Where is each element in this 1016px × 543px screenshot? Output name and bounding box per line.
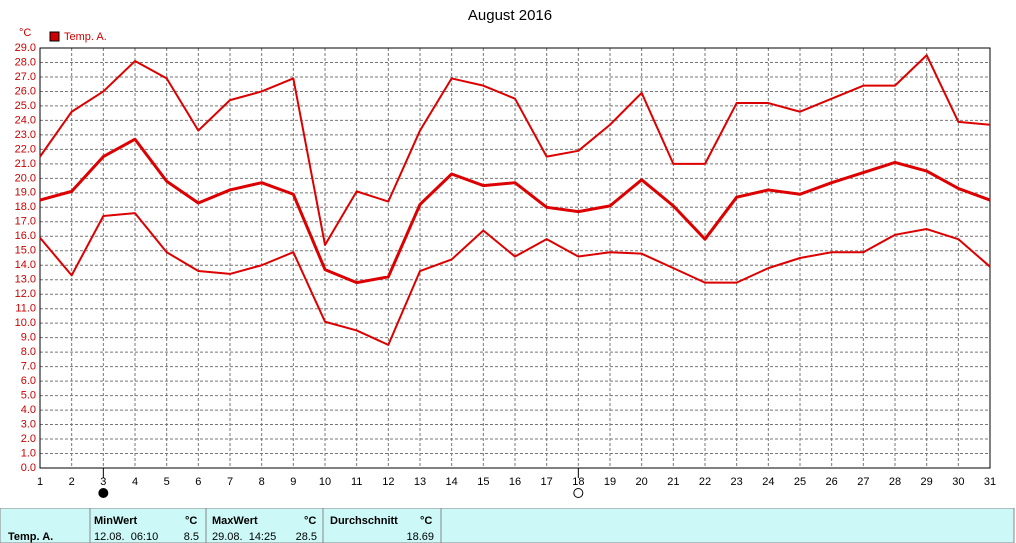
x-tick-label: 25	[794, 476, 806, 488]
y-tick-label: 0.0	[21, 462, 36, 474]
y-tick-label: 23.0	[15, 129, 36, 141]
y-tick-label: 9.0	[21, 332, 36, 344]
x-tick-label: 20	[636, 476, 648, 488]
header: Durchschnitt	[330, 515, 398, 527]
unit: °C	[304, 515, 316, 527]
x-tick-label: 4	[132, 476, 138, 488]
value: 18.69	[406, 531, 434, 543]
x-tick-label: 15	[477, 476, 489, 488]
y-tick-label: 11.0	[15, 303, 36, 315]
x-tick-label: 18	[572, 476, 584, 488]
table-bg	[0, 508, 1015, 543]
y-tick-label: 25.0	[15, 100, 36, 112]
x-tick-label: 11	[351, 476, 362, 488]
x-tick-label: 2	[69, 476, 75, 488]
y-tick-label: 2.0	[21, 433, 36, 445]
x-tick-label: 8	[259, 476, 265, 488]
x-tick-label: 21	[667, 476, 679, 488]
y-tick-label: 29.0	[15, 42, 36, 54]
y-tick-label: 13.0	[15, 274, 36, 286]
moon-marker	[98, 488, 109, 498]
unit: °C	[185, 515, 197, 527]
y-tick-label: 21.0	[15, 158, 36, 170]
x-tick-label: 31	[984, 476, 996, 488]
time: 12.08. 06:10	[94, 531, 158, 543]
y-tick-label: 7.0	[21, 361, 36, 373]
x-tick-label: 12	[382, 476, 394, 488]
row-label: Temp. A.	[8, 531, 53, 543]
x-tick-label: 24	[762, 476, 774, 488]
x-tick-label: 22	[699, 476, 711, 488]
x-tick-label: 29	[921, 476, 933, 488]
y-tick-label: 14.0	[15, 259, 36, 271]
y-tick-label: 16.0	[15, 230, 36, 242]
y-tick-label: 28.0	[15, 56, 36, 68]
x-tick-label: 23	[731, 476, 743, 488]
y-tick-label: 19.0	[15, 187, 36, 199]
plot-frame	[39, 47, 991, 469]
x-tick-label: 10	[319, 476, 331, 488]
y-tick-label: 5.0	[21, 389, 36, 401]
y-tick-label: 24.0	[15, 114, 36, 126]
series-line	[39, 212, 991, 346]
y-tick-label: 18.0	[15, 201, 36, 213]
y-tick-label: 15.0	[15, 245, 36, 257]
chart: August 2016 °C Temp. A. 0.0 1.0 2.0 3.0 4.0 5…	[15, 7, 996, 498]
unit: °C	[420, 515, 432, 527]
x-tick-label: 28	[889, 476, 901, 488]
value: 28.5	[296, 531, 317, 543]
x-tick-label: 27	[857, 476, 869, 488]
time: 29.08. 14:25	[212, 531, 276, 543]
legend-label: Temp. A.	[64, 31, 107, 43]
x-tick-label: 7	[227, 476, 233, 488]
series-line	[39, 54, 991, 246]
x-tick-label: 5	[164, 476, 170, 488]
series-line	[39, 137, 991, 285]
y-tick-label: 8.0	[21, 346, 36, 358]
moon-marker	[573, 488, 584, 498]
legend-swatch	[49, 31, 60, 42]
chart-title: August 2016	[468, 7, 552, 24]
y-tick-label: 4.0	[21, 404, 36, 416]
value: 8.5	[184, 531, 199, 543]
y-tick-label: 17.0	[15, 216, 36, 228]
y-tick-label: 6.0	[21, 375, 36, 387]
x-tick-label: 13	[414, 476, 426, 488]
header: MaxWert	[212, 515, 258, 527]
y-tick-label: 22.0	[15, 143, 36, 155]
x-tick-label: 14	[446, 476, 458, 488]
y-tick-label: 10.0	[15, 317, 36, 329]
y-tick-label: 26.0	[15, 85, 36, 97]
y-tick-label: 3.0	[21, 418, 36, 430]
y-tick-label: 12.0	[15, 288, 36, 300]
x-tick-label: 26	[826, 476, 838, 488]
x-tick-label: 1	[37, 476, 43, 488]
x-tick-label: 19	[604, 476, 616, 488]
header: MinWert	[94, 515, 138, 527]
x-tick-label: 16	[509, 476, 521, 488]
x-tick-label: 3	[100, 476, 106, 488]
y-tick-label: 20.0	[15, 172, 36, 184]
stats-table: Temp. A. MinWert °C 12.08. 06:10 8.5 Max…	[0, 508, 1015, 543]
y-tick-label: 27.0	[15, 71, 36, 83]
x-tick-label: 17	[541, 476, 553, 488]
x-tick-label: 9	[290, 476, 296, 488]
x-tick-label: 6	[195, 476, 201, 488]
y-tick-label: 1.0	[21, 447, 36, 459]
y-unit: °C	[19, 27, 31, 39]
x-tick-label: 30	[952, 476, 964, 488]
